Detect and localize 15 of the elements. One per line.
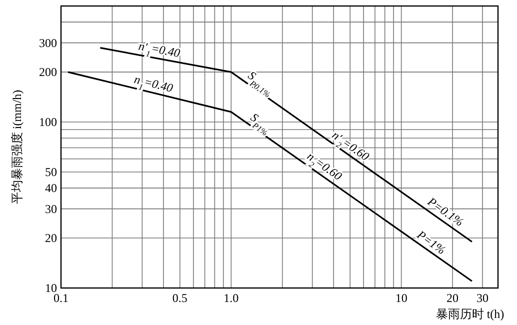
- y-tick-label: 200: [39, 65, 57, 80]
- y-tick-label: 40: [45, 181, 57, 196]
- y-tick-label: 50: [45, 164, 57, 179]
- y-tick-label: 20: [45, 231, 57, 246]
- annotation: n′$_{1}$=0.40: [137, 38, 182, 60]
- y-tick-label: 300: [39, 36, 57, 50]
- x-tick-label: 0.5: [172, 291, 188, 305]
- x-tick-label: 20: [446, 291, 459, 305]
- x-tick-label: 1.0: [224, 291, 239, 305]
- y-tick-label: 100: [39, 115, 57, 130]
- x-tick-label: 30: [476, 291, 488, 305]
- y-tick-label: 30: [45, 202, 57, 216]
- y-axis-title: 平均暴雨强度 i(mm/h): [10, 90, 24, 204]
- x-axis-title: 暴雨历时 t(h): [436, 307, 504, 321]
- x-tick-label: 10: [395, 291, 408, 305]
